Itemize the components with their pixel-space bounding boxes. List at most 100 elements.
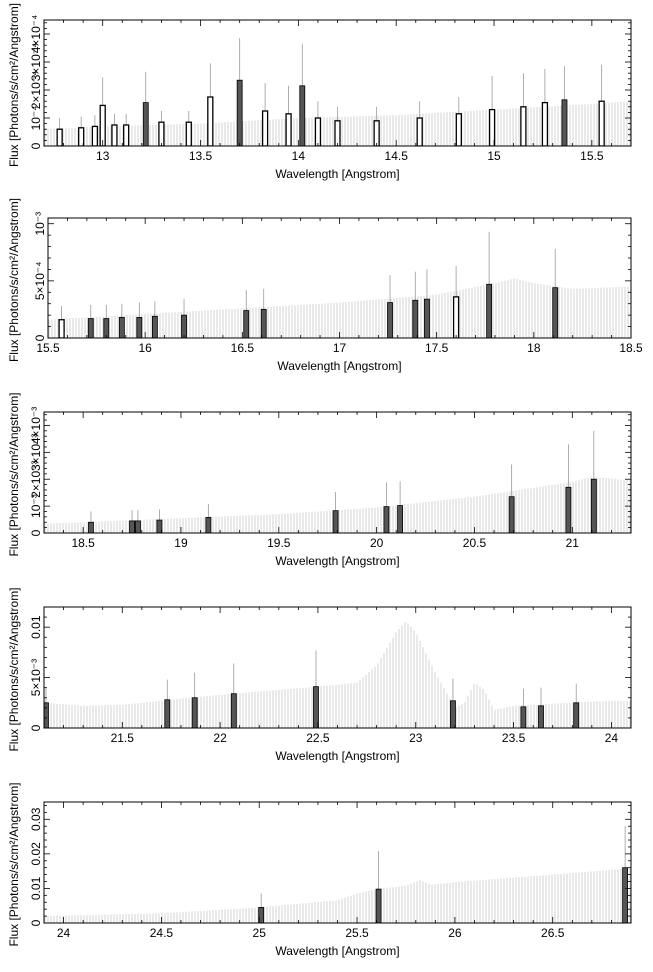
y-tick-label: 0 xyxy=(29,142,43,149)
y-tick-label: 10⁻³ xyxy=(29,494,43,518)
data-bar xyxy=(397,505,404,533)
model-continuum xyxy=(44,868,631,923)
data-bar xyxy=(151,315,158,338)
x-tick-label: 15 xyxy=(487,149,501,163)
x-tick-label: 19 xyxy=(174,536,188,550)
data-bar xyxy=(552,287,559,338)
data-bar xyxy=(450,700,456,728)
y-tick-label: 10⁻³ xyxy=(33,212,47,236)
chart-panel-2: 15.5 16 16.5 17 17.5 18 18.5 0 5×10⁻⁴ 10⁻³ Wavelen… xyxy=(7,198,643,373)
data-bar xyxy=(142,102,149,146)
data-layer xyxy=(44,826,631,923)
data-bar xyxy=(383,506,390,533)
y-tick-label: 2×10⁻⁴ xyxy=(29,71,43,110)
x-tick-label: 21 xyxy=(566,536,580,550)
x-axis-label: Wavelength [Angstrom] xyxy=(275,944,399,958)
data-bar xyxy=(424,298,430,338)
x-axis-label: Wavelength [Angstrom] xyxy=(277,359,401,373)
y-tick-label: 10⁻⁴ xyxy=(29,106,43,131)
data-bar xyxy=(561,99,568,146)
x-tick-label: 24.5 xyxy=(150,926,174,940)
data-bar xyxy=(598,100,605,146)
data-bar xyxy=(520,106,527,146)
data-bar xyxy=(185,121,192,146)
data-layer xyxy=(44,622,631,728)
data-layer xyxy=(44,430,631,533)
y-tick-label: 0.01 xyxy=(29,876,43,900)
data-bar xyxy=(313,686,319,728)
x-tick-label: 23.5 xyxy=(502,731,526,745)
x-tick-label: 16.5 xyxy=(231,341,255,355)
x-axis-label: Wavelength [Angstrom] xyxy=(275,749,399,763)
y-tick-label: 3×10⁻³ xyxy=(29,434,43,471)
data-bar xyxy=(590,478,597,533)
x-tick-label: 16 xyxy=(138,341,152,355)
data-bar xyxy=(58,319,65,338)
data-layer xyxy=(48,231,629,338)
model-continuum xyxy=(48,278,629,338)
data-bar xyxy=(88,521,94,533)
plot-frame xyxy=(47,217,632,339)
y-axis-label: Flux [Photons/s/cm²/Angstrom] xyxy=(7,3,21,167)
data-layer xyxy=(44,38,631,146)
y-tick-label: 0.01 xyxy=(29,615,43,639)
x-axis-label: Wavelength [Angstrom] xyxy=(275,167,399,181)
x-tick-label: 24 xyxy=(57,926,71,940)
data-bar xyxy=(230,693,237,728)
data-bar xyxy=(136,317,143,338)
x-tick-label: 13.5 xyxy=(189,149,213,163)
data-bar xyxy=(205,517,212,533)
data-bar xyxy=(285,113,292,146)
data-bar xyxy=(299,85,306,146)
data-bar xyxy=(135,520,141,533)
y-tick-label: 0 xyxy=(29,529,43,536)
y-axis-label: Flux [Photons/s/cm²/Angstrom] xyxy=(7,782,21,946)
data-bar xyxy=(520,706,527,728)
data-bar xyxy=(375,888,382,923)
x-tick-label: 13 xyxy=(96,149,110,163)
x-tick-label: 24 xyxy=(605,731,619,745)
data-bar xyxy=(261,110,269,146)
data-bar xyxy=(111,124,118,146)
data-bar xyxy=(118,317,125,338)
y-tick-label: 0.03 xyxy=(29,807,43,831)
data-bar xyxy=(164,699,171,728)
x-tick-label: 26 xyxy=(448,926,462,940)
y-tick-label: 4×10⁻⁴ xyxy=(29,15,43,54)
data-bar xyxy=(243,310,250,338)
x-tick-label: 19.5 xyxy=(267,536,291,550)
data-bar xyxy=(207,96,214,146)
x-tick-label: 21.5 xyxy=(111,731,135,745)
data-bar xyxy=(123,124,130,146)
y-tick-label: 0.02 xyxy=(29,842,43,866)
y-axis-label: Flux [Photons/s/cm²/Angstrom] xyxy=(7,587,21,751)
data-bar xyxy=(129,520,135,533)
chart-panel-1: 13 13.5 14 14.5 15 15.5 0 10⁻⁴2×10⁻⁴3×10⁻⁴4×10⁻… xyxy=(7,3,632,181)
data-bar xyxy=(332,510,339,533)
y-tick-label: 0 xyxy=(29,724,43,731)
data-bar xyxy=(565,486,572,533)
chart-panel-3: 18.5 19 19.5 20 20.5 21 0 10⁻³2×10⁻³3×10⁻³4×10⁻… xyxy=(7,392,632,568)
x-tick-label: 18.5 xyxy=(71,536,95,550)
x-tick-label: 22.5 xyxy=(306,731,330,745)
data-bar xyxy=(455,113,462,146)
y-tick-label: 5×10⁻³ xyxy=(29,659,43,696)
data-bar xyxy=(87,318,94,338)
data-bar xyxy=(452,296,460,338)
data-bar xyxy=(181,314,187,338)
x-tick-label: 14.5 xyxy=(385,149,409,163)
x-tick-label: 20.5 xyxy=(463,536,487,550)
x-tick-label: 14 xyxy=(292,149,306,163)
x-tick-label: 25 xyxy=(253,926,267,940)
data-bar xyxy=(103,318,110,338)
x-tick-label: 17.5 xyxy=(425,341,449,355)
data-bar xyxy=(314,117,322,146)
x-tick-label: 26.5 xyxy=(541,926,565,940)
y-tick-label: 0 xyxy=(33,334,47,341)
data-bar xyxy=(387,302,393,338)
data-bar xyxy=(91,125,99,146)
x-tick-label: 20 xyxy=(370,536,384,550)
data-bar xyxy=(508,496,515,533)
data-bar xyxy=(373,120,380,146)
y-tick-label: 0 xyxy=(29,919,43,926)
